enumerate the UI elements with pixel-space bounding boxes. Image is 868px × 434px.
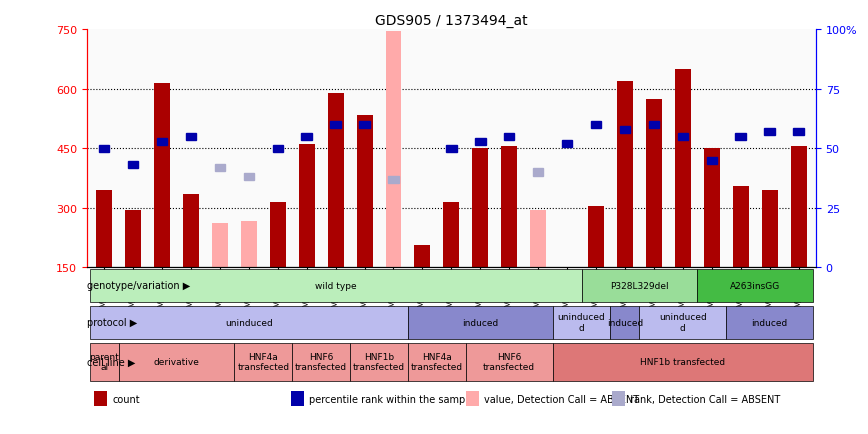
Bar bbox=[408, 306, 553, 339]
Bar bbox=[646, 99, 661, 267]
Title: GDS905 / 1373494_at: GDS905 / 1373494_at bbox=[375, 14, 528, 28]
Text: uninduced
d: uninduced d bbox=[557, 312, 606, 332]
Bar bbox=[533, 169, 543, 176]
Bar bbox=[350, 343, 408, 381]
Bar bbox=[793, 129, 804, 136]
Bar bbox=[270, 202, 286, 267]
Bar bbox=[388, 176, 398, 183]
Bar bbox=[612, 391, 625, 406]
Bar bbox=[591, 122, 602, 129]
Bar bbox=[446, 145, 457, 152]
Bar bbox=[475, 138, 485, 145]
Bar bbox=[553, 343, 813, 381]
Bar bbox=[385, 33, 401, 267]
Bar bbox=[617, 82, 633, 267]
Text: uninduced: uninduced bbox=[225, 318, 273, 327]
Bar bbox=[704, 149, 720, 267]
Text: count: count bbox=[112, 394, 140, 404]
Bar bbox=[94, 391, 108, 406]
Bar bbox=[214, 164, 225, 171]
Text: HNF6
transfected: HNF6 transfected bbox=[295, 352, 347, 372]
Bar bbox=[99, 145, 109, 152]
Bar bbox=[89, 306, 408, 339]
Bar bbox=[727, 306, 813, 339]
Bar bbox=[234, 343, 293, 381]
Bar bbox=[620, 126, 630, 134]
Bar bbox=[466, 343, 553, 381]
Bar bbox=[128, 162, 138, 169]
Bar bbox=[186, 134, 196, 141]
Text: uninduced
d: uninduced d bbox=[659, 312, 707, 332]
Text: percentile rank within the sample: percentile rank within the sample bbox=[309, 394, 474, 404]
Text: HNF4a
transfected: HNF4a transfected bbox=[237, 352, 289, 372]
Bar bbox=[588, 206, 604, 267]
Text: HNF6
transfected: HNF6 transfected bbox=[483, 352, 536, 372]
Bar bbox=[562, 141, 572, 148]
Bar bbox=[119, 343, 234, 381]
Text: protocol ▶: protocol ▶ bbox=[88, 317, 138, 327]
Bar bbox=[244, 174, 254, 181]
Text: HNF1b transfected: HNF1b transfected bbox=[641, 357, 726, 366]
Text: cell line ▶: cell line ▶ bbox=[88, 357, 135, 367]
Bar bbox=[89, 269, 582, 302]
Text: derivative: derivative bbox=[154, 357, 200, 366]
Bar bbox=[357, 115, 372, 267]
Text: rank, Detection Call = ABSENT: rank, Detection Call = ABSENT bbox=[630, 394, 780, 404]
Bar bbox=[678, 134, 688, 141]
Bar bbox=[610, 306, 640, 339]
Bar bbox=[640, 306, 727, 339]
Text: induced: induced bbox=[752, 318, 788, 327]
Bar bbox=[444, 202, 459, 267]
Bar bbox=[155, 84, 170, 267]
Bar bbox=[89, 343, 119, 381]
Bar bbox=[240, 222, 257, 267]
Text: HNF4a
transfected: HNF4a transfected bbox=[411, 352, 463, 372]
Bar bbox=[530, 210, 546, 267]
Text: parent
al: parent al bbox=[89, 352, 119, 372]
Bar bbox=[96, 191, 112, 267]
Bar bbox=[414, 246, 431, 267]
Bar bbox=[331, 122, 341, 129]
Bar bbox=[504, 134, 515, 141]
Bar bbox=[697, 269, 813, 302]
Bar bbox=[466, 391, 479, 406]
Text: A263insGG: A263insGG bbox=[730, 281, 780, 290]
Text: induced: induced bbox=[607, 318, 643, 327]
Bar bbox=[293, 343, 350, 381]
Bar bbox=[299, 145, 314, 267]
Bar bbox=[648, 122, 659, 129]
Bar bbox=[553, 306, 610, 339]
Bar bbox=[765, 129, 775, 136]
Bar bbox=[408, 343, 466, 381]
Bar bbox=[733, 186, 748, 267]
Text: HNF1b
transfected: HNF1b transfected bbox=[353, 352, 405, 372]
Text: wild type: wild type bbox=[315, 281, 357, 290]
Bar bbox=[582, 269, 697, 302]
Text: genotype/variation ▶: genotype/variation ▶ bbox=[88, 281, 191, 291]
Text: P328L329del: P328L329del bbox=[610, 281, 668, 290]
Bar bbox=[291, 391, 304, 406]
Bar bbox=[327, 94, 344, 267]
Text: value, Detection Call = ABSENT: value, Detection Call = ABSENT bbox=[484, 394, 640, 404]
Bar bbox=[273, 145, 283, 152]
Bar bbox=[674, 70, 691, 267]
Text: induced: induced bbox=[462, 318, 498, 327]
Bar bbox=[472, 149, 488, 267]
Bar bbox=[183, 194, 199, 267]
Bar bbox=[212, 224, 227, 267]
Bar bbox=[501, 147, 517, 267]
Bar bbox=[735, 134, 746, 141]
Bar bbox=[157, 138, 168, 145]
Bar bbox=[125, 210, 141, 267]
Bar bbox=[761, 191, 778, 267]
Bar bbox=[791, 147, 806, 267]
Bar bbox=[359, 122, 370, 129]
Bar bbox=[301, 134, 312, 141]
Bar bbox=[707, 157, 717, 164]
